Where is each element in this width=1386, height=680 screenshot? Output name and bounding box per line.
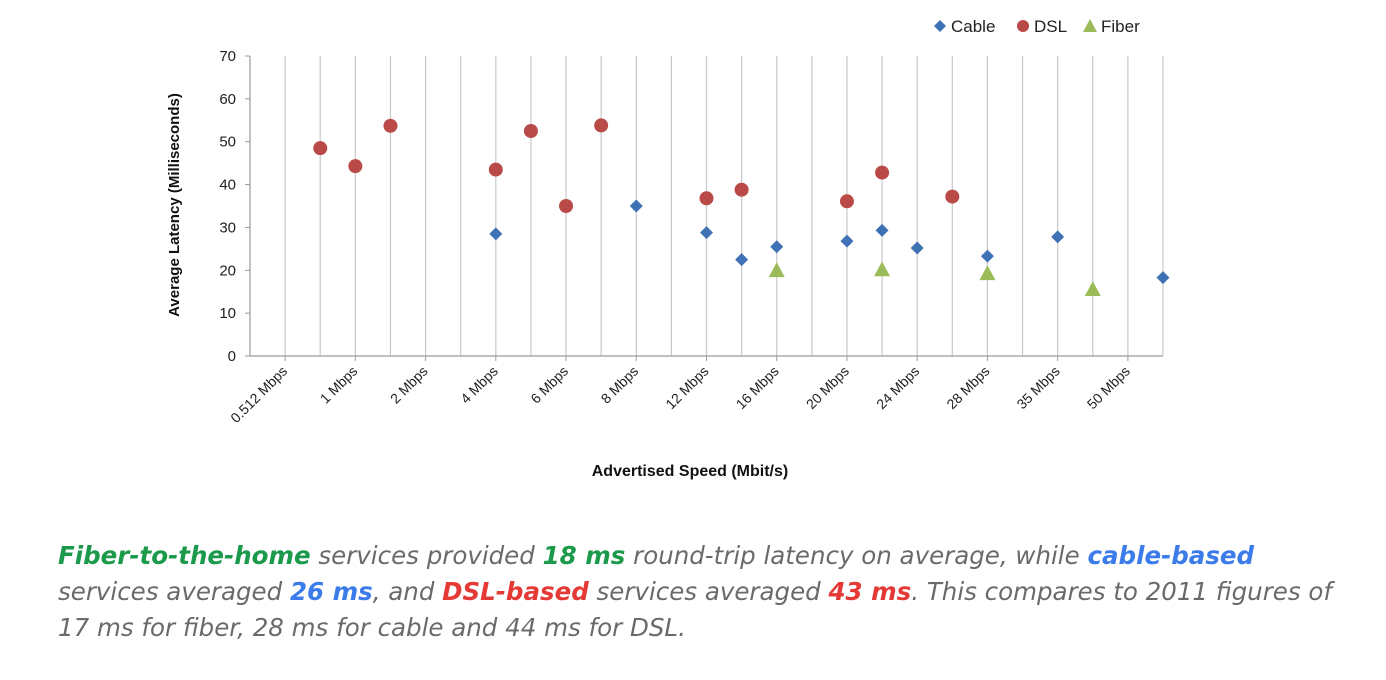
dsl-point (348, 159, 363, 174)
caption-text: . This compares to 2011 figures of 17 ms… (58, 577, 1333, 642)
y-tick-label: 50 (219, 134, 236, 151)
cable-point (875, 223, 889, 237)
caption-text: round-trip latency on average, while (625, 541, 1088, 570)
cable-point (700, 226, 713, 240)
fiber-point (768, 262, 785, 278)
legend: Cable DSL Fiber (934, 17, 1140, 36)
caption: Fiber-to-the-home services provided 18 m… (58, 538, 1358, 646)
y-tick-label: 40 (219, 177, 236, 194)
dsl-point (945, 189, 960, 204)
dsl-point (383, 118, 398, 133)
dsl-point (734, 182, 749, 197)
x-tick-label: 20 Mbps (803, 363, 852, 412)
y-axis-label: Average Latency (Milliseconds) (166, 93, 183, 317)
y-tick-label: 30 (219, 219, 236, 236)
x-tick-label: 28 Mbps (943, 363, 992, 412)
dsl-point (699, 191, 714, 206)
latency-chart: 0 10 20 30 40 50 60 70 0.512 Mbps 1 Mbps 2 Mbps 4 … (166, 17, 1170, 480)
x-tick-label: 1 Mbps (317, 363, 361, 407)
fiber-point (979, 265, 996, 281)
dsl-point (313, 141, 328, 156)
fiber-point (874, 261, 891, 277)
y-tick-label: 0 (228, 348, 236, 365)
x-tick-label: 24 Mbps (873, 363, 922, 412)
x-tick-label: 4 Mbps (457, 363, 501, 407)
x-tick-label: 35 Mbps (1013, 363, 1062, 412)
caption-text: services averaged (58, 577, 290, 606)
cable-point (1156, 271, 1170, 285)
caption-text: , and (372, 577, 443, 606)
x-tick-label: 2 Mbps (387, 363, 431, 407)
cable-point (629, 199, 643, 213)
caption-highlight: 18 ms (542, 541, 626, 570)
dsl-point (839, 194, 854, 209)
legend-fiber-marker (1083, 19, 1097, 32)
caption-text: services averaged (588, 577, 829, 606)
y-tick-label: 20 (219, 262, 236, 279)
y-tick-label: 70 (219, 48, 236, 65)
x-tick-label: 8 Mbps (598, 363, 642, 407)
cable-point (489, 227, 503, 241)
cable-point (735, 253, 749, 267)
caption-highlight: 43 ms (828, 577, 912, 606)
legend-fiber-label: Fiber (1101, 17, 1140, 36)
legend-cable-label: Cable (951, 17, 995, 36)
x-tick-label: 6 Mbps (527, 363, 571, 407)
caption-highlight: 26 ms (289, 577, 373, 606)
legend-dsl-label: DSL (1034, 17, 1067, 36)
dsl-point (875, 165, 890, 180)
gridlines (284, 56, 1164, 356)
y-tick-label: 10 (219, 305, 236, 322)
data-points (313, 118, 1170, 296)
x-tick-label: 12 Mbps (662, 363, 711, 412)
legend-dsl-marker (1017, 20, 1029, 32)
y-tick-label: 60 (219, 91, 236, 108)
caption-highlight: DSL-based (442, 577, 589, 606)
fiber-point (1084, 281, 1101, 296)
x-tick-label: 16 Mbps (733, 363, 782, 412)
x-tick-labels: 0.512 Mbps 1 Mbps 2 Mbps 4 Mbps 6 Mbps 8 Mbps… (227, 363, 1133, 426)
dsl-point (559, 199, 574, 213)
axes (245, 55, 1163, 361)
x-tick-label: 0.512 Mbps (227, 363, 290, 426)
legend-cable-marker (934, 20, 946, 32)
cable-point (840, 234, 854, 248)
cable-point (910, 241, 924, 255)
cable-point (770, 240, 784, 254)
caption-highlight: cable-based (1087, 541, 1255, 570)
dsl-point (523, 124, 538, 138)
x-tick-label: 50 Mbps (1084, 363, 1133, 412)
x-axis-label: Advertised Speed (Mbit/s) (592, 463, 788, 480)
caption-highlight: Fiber-to-the-home (58, 541, 311, 570)
cable-point (980, 249, 994, 263)
cable-point (1051, 230, 1065, 244)
dsl-point (594, 118, 609, 133)
caption-text: services provided (310, 541, 543, 570)
y-tick-labels: 0 10 20 30 40 50 60 70 (219, 48, 236, 365)
dsl-point (488, 162, 503, 177)
